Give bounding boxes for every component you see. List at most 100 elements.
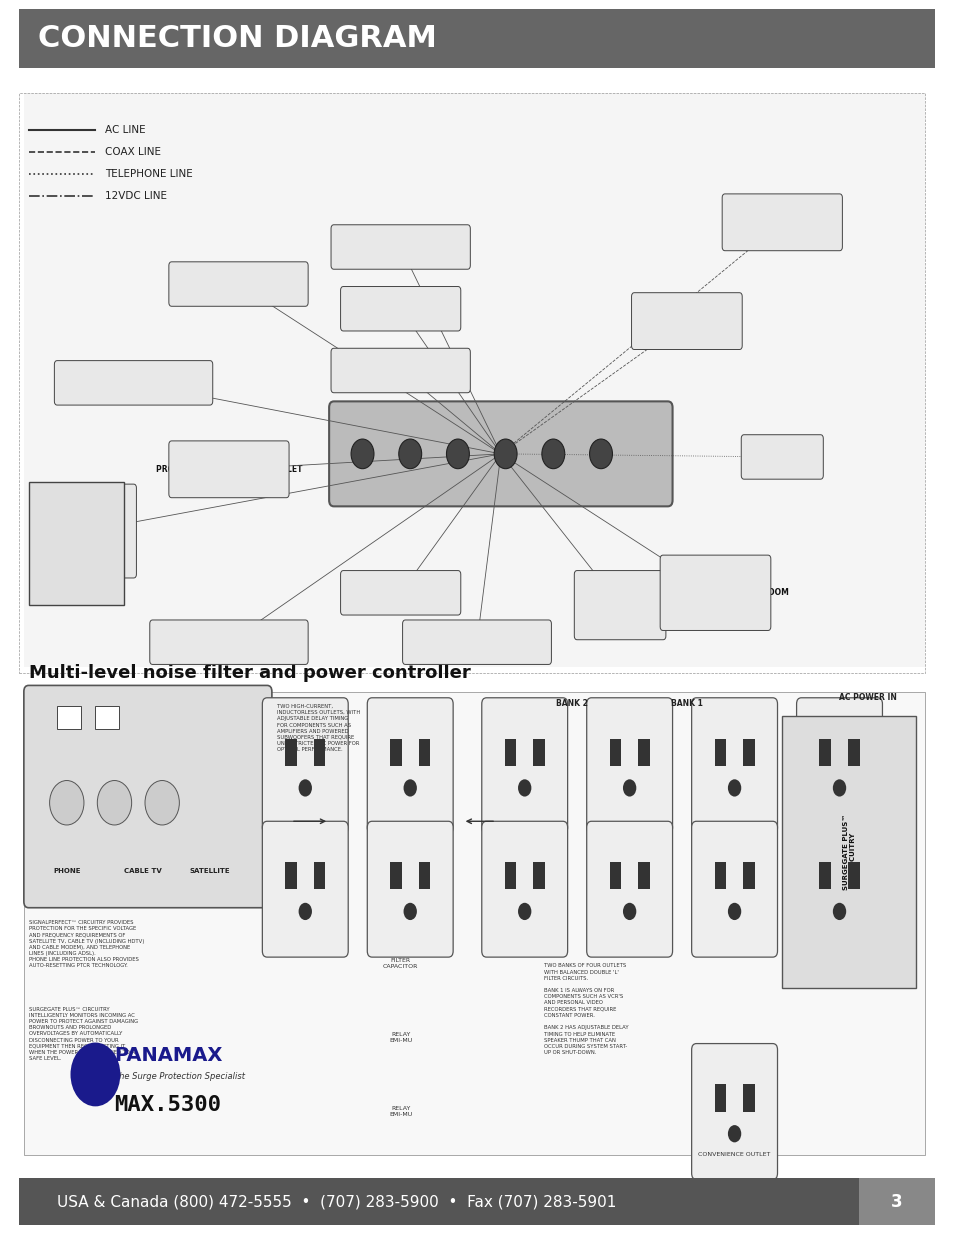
Circle shape xyxy=(446,440,469,469)
Circle shape xyxy=(145,781,179,825)
Text: BANK 1: BANK 1 xyxy=(670,699,702,709)
FancyBboxPatch shape xyxy=(331,225,470,269)
Text: AMPLIFIER: AMPLIFIER xyxy=(377,242,423,252)
Bar xyxy=(714,1084,725,1112)
FancyArrowPatch shape xyxy=(294,819,324,824)
Circle shape xyxy=(398,440,421,469)
Circle shape xyxy=(97,781,132,825)
FancyBboxPatch shape xyxy=(740,435,822,479)
Text: SIGNALPERFECT™ CIRCUITRY PROVIDES
PROTECTION FOR THE SPECIFIC VOLTAGE
AND FREQUE: SIGNALPERFECT™ CIRCUITRY PROVIDES PROTEC… xyxy=(29,920,144,968)
Circle shape xyxy=(727,1125,740,1142)
FancyBboxPatch shape xyxy=(691,821,777,957)
Bar xyxy=(781,716,915,988)
Text: PROPERLY GROUNDED AC OUTLET: PROPERLY GROUNDED AC OUTLET xyxy=(155,464,302,474)
Text: TV: TV xyxy=(80,526,91,536)
FancyArrowPatch shape xyxy=(467,819,493,824)
Text: USA & Canada (800) 472-5555  •  (707) 283-5900  •  Fax (707) 283-5901: USA & Canada (800) 472-5555 • (707) 283-… xyxy=(57,1194,616,1209)
FancyBboxPatch shape xyxy=(329,401,672,506)
Bar xyxy=(714,739,725,766)
Text: COAX LINE: COAX LINE xyxy=(105,147,161,157)
Text: SATELLITE: SATELLITE xyxy=(190,868,230,873)
Circle shape xyxy=(727,779,740,797)
Bar xyxy=(819,862,830,889)
FancyBboxPatch shape xyxy=(35,484,136,578)
Text: PHONE: PHONE xyxy=(53,868,80,873)
Bar xyxy=(57,706,81,729)
Bar xyxy=(638,739,649,766)
Bar xyxy=(742,1084,754,1112)
Circle shape xyxy=(351,440,374,469)
Bar xyxy=(638,862,649,889)
Text: CD PLAYER: CD PLAYER xyxy=(376,304,424,314)
Text: PERSONAL VIDEO RECORDER: PERSONAL VIDEO RECORDER xyxy=(71,378,195,388)
FancyBboxPatch shape xyxy=(340,571,460,615)
Text: TWO HIGH-CURRENT,
INDUCTORLESS OUTLETS, WITH
ADJUSTABLE DELAY TIMING
FOR COMPONE: TWO HIGH-CURRENT, INDUCTORLESS OUTLETS, … xyxy=(276,704,359,752)
FancyBboxPatch shape xyxy=(169,262,308,306)
FancyBboxPatch shape xyxy=(367,821,453,957)
Text: DVD PLAYER: DVD PLAYER xyxy=(374,588,427,598)
Circle shape xyxy=(517,779,531,797)
Circle shape xyxy=(832,779,845,797)
Text: SURGEGATE PLUS™ CIRCUITRY
INTELLIGENTLY MONITORS INCOMING AC
POWER TO PROTECT AG: SURGEGATE PLUS™ CIRCUITRY INTELLIGENTLY … xyxy=(29,1007,137,1061)
Text: Multi-level noise filter and power controller: Multi-level noise filter and power contr… xyxy=(29,664,470,682)
Text: CABLE TV: CABLE TV xyxy=(124,868,162,873)
Text: BANK 2: BANK 2 xyxy=(556,699,588,709)
Circle shape xyxy=(71,1044,119,1105)
Bar xyxy=(285,739,296,766)
Bar xyxy=(533,862,544,889)
Bar xyxy=(285,862,296,889)
Text: DOWNLINE TV IN ANOTHER ROOM: DOWNLINE TV IN ANOTHER ROOM xyxy=(641,588,788,598)
Bar xyxy=(742,739,754,766)
Circle shape xyxy=(727,903,740,920)
FancyBboxPatch shape xyxy=(691,1044,777,1179)
Text: AC LINE: AC LINE xyxy=(105,125,146,135)
FancyBboxPatch shape xyxy=(331,348,470,393)
Text: AC POWER IN: AC POWER IN xyxy=(839,693,896,703)
Circle shape xyxy=(832,903,845,920)
Bar xyxy=(418,739,430,766)
FancyBboxPatch shape xyxy=(691,698,777,834)
Text: RELAY
EMI-MU: RELAY EMI-MU xyxy=(389,1107,412,1116)
Bar xyxy=(19,1178,858,1225)
Text: TWO BANKS OF FOUR OUTLETS
WITH BALANCED DOUBLE 'L'
FILTER CIRCUITS.

BANK 1 IS A: TWO BANKS OF FOUR OUTLETS WITH BALANCED … xyxy=(543,963,628,1055)
Text: FILTER
CAPACITOR: FILTER CAPACITOR xyxy=(382,958,418,968)
Bar xyxy=(609,862,620,889)
Circle shape xyxy=(50,781,84,825)
Text: MAX.5300: MAX.5300 xyxy=(114,1095,221,1115)
Text: PANAMAX: PANAMAX xyxy=(114,1046,223,1066)
Text: SUBWOOFER: SUBWOOFER xyxy=(592,600,647,610)
Text: AUDIO VIDEO RECEIVER: AUDIO VIDEO RECEIVER xyxy=(178,637,279,647)
Circle shape xyxy=(541,440,564,469)
FancyBboxPatch shape xyxy=(340,287,460,331)
Bar xyxy=(390,739,401,766)
FancyBboxPatch shape xyxy=(402,620,551,664)
Bar xyxy=(819,739,830,766)
Text: DUAL LNB SATELLITE DISH: DUAL LNB SATELLITE DISH xyxy=(724,217,839,227)
Circle shape xyxy=(298,779,312,797)
Circle shape xyxy=(622,779,636,797)
Bar xyxy=(24,692,924,1155)
Circle shape xyxy=(517,903,531,920)
Bar xyxy=(847,739,859,766)
Bar xyxy=(609,739,620,766)
Text: 12VDC LINE: 12VDC LINE xyxy=(105,191,167,201)
Circle shape xyxy=(622,903,636,920)
FancyBboxPatch shape xyxy=(796,821,882,957)
Text: SATELLITE RECEIVER: SATELLITE RECEIVER xyxy=(193,279,283,289)
Bar xyxy=(504,862,516,889)
FancyBboxPatch shape xyxy=(150,620,308,664)
Text: LASER DISC PLAYER: LASER DISC PLAYER xyxy=(434,637,519,647)
Text: The Surge Protection Specialist: The Surge Protection Specialist xyxy=(114,1072,245,1082)
Bar xyxy=(29,482,124,605)
Circle shape xyxy=(298,903,312,920)
FancyBboxPatch shape xyxy=(262,821,348,957)
FancyBboxPatch shape xyxy=(169,441,289,498)
Text: CONNECTION DIAGRAM: CONNECTION DIAGRAM xyxy=(38,23,436,53)
Text: TV: TV xyxy=(67,537,86,550)
Bar xyxy=(95,706,119,729)
FancyBboxPatch shape xyxy=(721,194,841,251)
Bar xyxy=(24,93,924,667)
Text: OUTDOOR FM ANTENNA: OUTDOOR FM ANTENNA xyxy=(635,316,738,326)
Text: MINI DISC PLAYER: MINI DISC PLAYER xyxy=(361,366,439,375)
FancyBboxPatch shape xyxy=(631,293,741,350)
